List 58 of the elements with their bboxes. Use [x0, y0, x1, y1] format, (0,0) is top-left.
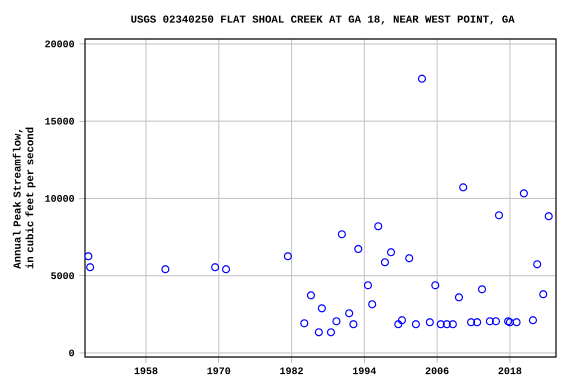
point: [318, 304, 326, 312]
point: [544, 212, 553, 220]
point: [332, 317, 340, 326]
point: [161, 265, 170, 274]
point: [436, 320, 445, 328]
x-tick-label: 1994: [352, 367, 376, 374]
point: [431, 281, 440, 290]
x-tick-label: 2006: [426, 367, 449, 374]
point: [84, 252, 92, 260]
point: [314, 328, 323, 336]
point: [454, 293, 464, 302]
y-axis-title: Annual Peak Streamflow, in cubic feet per second: [12, 128, 36, 269]
point: [512, 318, 521, 326]
point: [326, 328, 336, 336]
point: [222, 265, 230, 274]
point: [467, 318, 476, 326]
point: [386, 248, 396, 256]
y-tick-label: 10000: [45, 195, 74, 202]
point: [459, 183, 468, 192]
point: [368, 300, 376, 308]
point: [528, 316, 538, 324]
x-tick-label: 1982: [280, 367, 303, 374]
point: [211, 263, 220, 272]
point: [539, 290, 548, 298]
point: [300, 319, 308, 328]
point: [442, 320, 451, 328]
point: [448, 320, 457, 328]
point: [405, 254, 414, 262]
point: [478, 285, 486, 294]
x-tick-label: 1958: [134, 367, 158, 374]
chart-title: USGS 02340250 FLAT SHOAL CREEK AT GA 18, NEAR WEST POINT, GA: [131, 15, 515, 24]
point: [306, 291, 316, 300]
point: [345, 309, 354, 318]
point: [394, 320, 402, 328]
point: [412, 320, 420, 328]
point: [284, 252, 292, 260]
point: [364, 281, 372, 290]
point: [494, 211, 504, 220]
point: [380, 258, 390, 266]
point: [492, 317, 500, 326]
y-tick-label: 20000: [45, 40, 74, 48]
point: [86, 263, 94, 272]
point: [426, 318, 434, 326]
x-tick-label: 1970: [207, 367, 230, 374]
point: [520, 189, 528, 198]
point: [418, 74, 426, 83]
x-tick-label: 2018: [498, 367, 522, 374]
point: [533, 260, 542, 268]
point: [486, 317, 494, 326]
point: [398, 316, 406, 324]
point: [349, 320, 358, 328]
point: [473, 318, 482, 326]
point: [338, 230, 346, 238]
y-tick-label: 0: [69, 350, 74, 356]
point: [374, 222, 382, 230]
y-tick-label: 5000: [51, 272, 74, 280]
point: [354, 244, 362, 254]
y-tick-label: 15000: [45, 118, 74, 125]
